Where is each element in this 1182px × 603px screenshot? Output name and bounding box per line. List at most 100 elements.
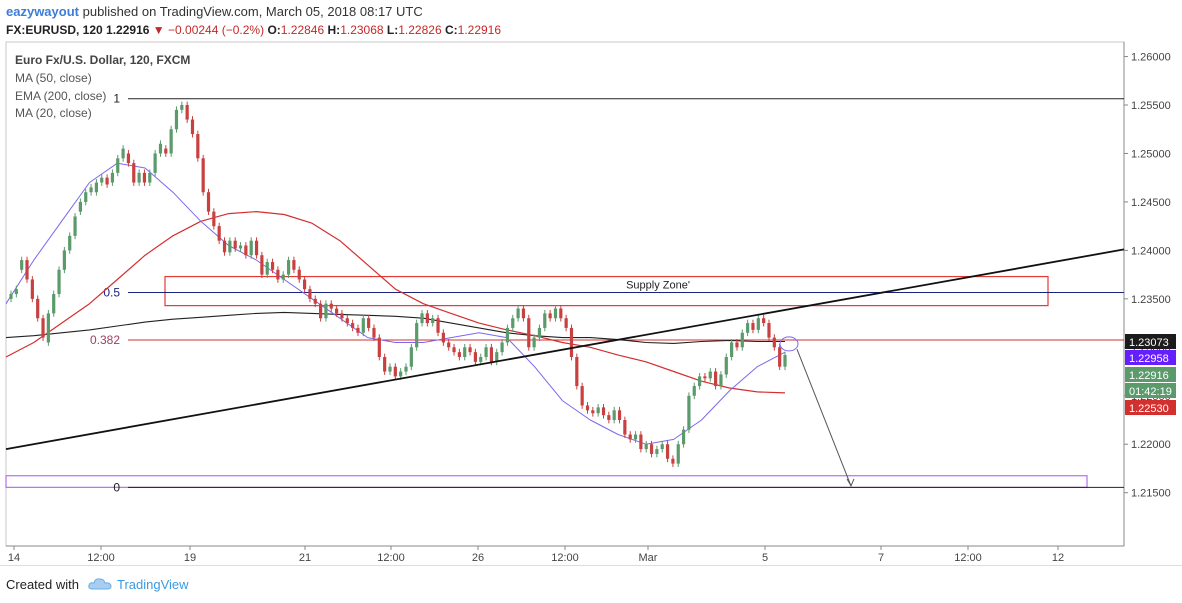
candle-body: [254, 240, 259, 256]
candle-body: [335, 308, 339, 314]
candle-body: [126, 153, 131, 164]
candle-body: [297, 269, 301, 280]
candle-body: [228, 240, 232, 253]
candle-body: [452, 347, 456, 353]
candle-body: [778, 347, 782, 367]
candle-body: [84, 192, 88, 202]
price-tag-bg: [1125, 367, 1176, 382]
candle-body: [511, 318, 515, 328]
candle-body: [436, 318, 440, 333]
candle-body: [457, 352, 461, 357]
candle-body: [201, 158, 205, 193]
candle-body: [772, 337, 776, 348]
candle-body: [521, 308, 526, 319]
retest-circle: [779, 336, 799, 352]
fib-level-label: 1: [113, 92, 120, 106]
x-tick-label: 7: [878, 552, 884, 564]
price-tag-label: 1.23073: [1129, 337, 1169, 349]
candle-body: [697, 376, 702, 387]
candle-body: [356, 327, 360, 333]
open-value: 1.22846: [280, 23, 325, 37]
candle-body: [564, 318, 568, 328]
candle-body: [681, 429, 686, 445]
candle-body: [318, 303, 323, 319]
candle-body: [324, 303, 328, 319]
candle-body: [420, 313, 424, 324]
candle-body: [735, 342, 739, 348]
candle-body: [196, 134, 200, 159]
x-tick-label: 5: [762, 552, 768, 564]
candle-body: [94, 182, 99, 193]
candle-body: [500, 342, 504, 353]
y-tick-label: 1.26000: [1131, 52, 1171, 64]
legend-ema200[interactable]: EMA (200, close): [15, 89, 107, 103]
y-tick-label: 1.24000: [1131, 245, 1171, 257]
candle-body: [190, 119, 195, 135]
tradingview-cloud-icon: [88, 578, 112, 590]
candle-body: [409, 347, 413, 367]
price-tag-label: 01:42:19: [1129, 386, 1172, 398]
candle-body: [463, 347, 467, 357]
candle-body: [41, 318, 45, 338]
candle-body: [238, 245, 243, 249]
tradingview-brand[interactable]: TradingView: [117, 577, 189, 592]
candle-body: [751, 323, 755, 330]
candle-body: [596, 407, 600, 414]
candle-body: [169, 129, 173, 154]
price-tag-bg: [1125, 350, 1176, 365]
candle-body: [276, 269, 280, 280]
candle-body: [100, 177, 104, 183]
candle-body: [617, 410, 622, 420]
y-tick-label: 1.23500: [1131, 294, 1171, 306]
low-value: 1.22826: [398, 23, 442, 37]
legend-ma20[interactable]: MA (20, close): [15, 106, 92, 120]
open-label: O:: [267, 23, 281, 37]
candle-body: [25, 260, 29, 280]
plot-area: [5, 41, 1125, 547]
candle-body: [447, 342, 451, 348]
candle-body: [612, 410, 616, 420]
candle-body: [36, 298, 40, 319]
legend-ma50[interactable]: MA (50, close): [15, 71, 92, 85]
candle-body: [286, 260, 291, 275]
x-tick-label: 26: [472, 552, 484, 564]
supply-zone-label: Supply Zone': [626, 280, 690, 292]
ohlc-header: FX:EURUSD, 120 1.22916 ▼ −0.00244 (−0.2%…: [6, 23, 501, 37]
candle-body: [345, 318, 349, 324]
candle-body: [441, 332, 445, 343]
high-value: 1.23068: [340, 23, 384, 37]
candle-body: [479, 357, 483, 362]
publish-text: published on TradingView.com, March 05, …: [82, 4, 423, 19]
candle-body: [212, 211, 216, 227]
supply-zone-box: [164, 275, 1049, 307]
candle-body: [329, 303, 333, 309]
candle-body: [730, 342, 734, 357]
candle-body: [655, 449, 659, 454]
candle-body: [78, 201, 82, 212]
candle-body: [687, 395, 691, 430]
candle-body: [633, 434, 638, 440]
candle-body: [665, 444, 670, 459]
candle-body: [158, 143, 163, 154]
candle-body: [105, 177, 109, 185]
candle-body: [164, 148, 168, 154]
ema200-line: [5, 211, 786, 394]
candle-body: [68, 235, 72, 251]
candle-body: [543, 313, 547, 328]
author-name[interactable]: eazywayout: [6, 4, 79, 19]
candle-body: [388, 366, 392, 372]
candle-body: [714, 371, 718, 387]
candle-body: [676, 444, 680, 464]
y-tick-label: 1.21500: [1131, 488, 1171, 500]
footer: Created with TradingView: [0, 565, 1182, 603]
candle-body: [351, 323, 355, 328]
candle-body: [260, 255, 264, 275]
price-chart[interactable]: Supply Zone' 1 0.5 0.382 0 1.26000 1.25500 1.…: [0, 0, 1182, 565]
candle-body: [308, 289, 312, 299]
x-tick-label: 14: [8, 552, 20, 564]
candle-body: [116, 158, 120, 173]
candle-body: [30, 279, 34, 299]
candle-body: [591, 410, 595, 414]
candle-body: [292, 260, 296, 270]
price-tag-label: 1.22916: [1129, 370, 1169, 382]
